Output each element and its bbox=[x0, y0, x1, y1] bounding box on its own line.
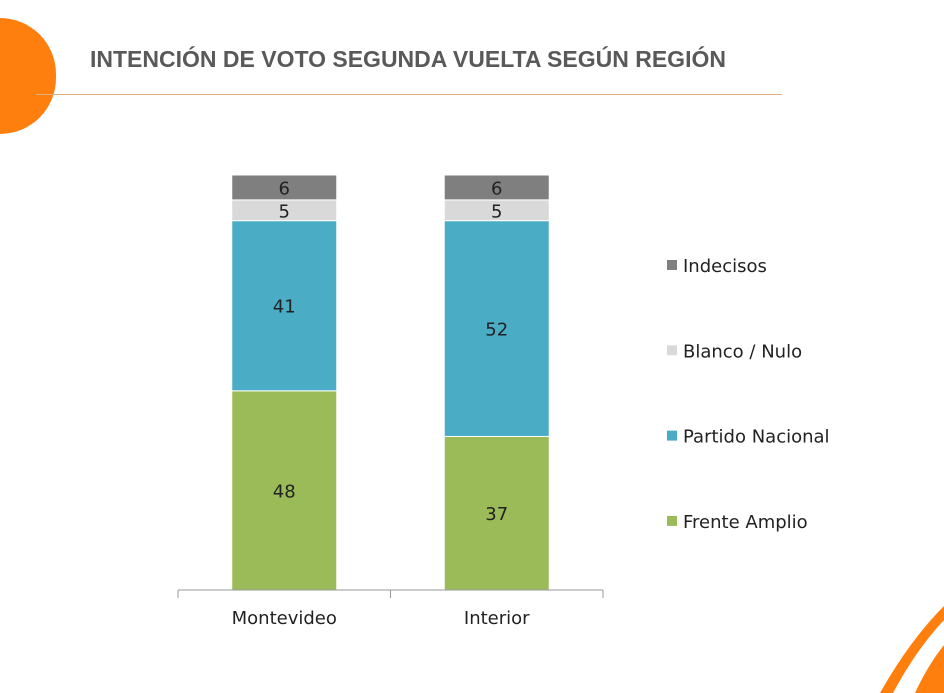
data-label: 37 bbox=[485, 504, 508, 525]
data-label: 5 bbox=[491, 201, 502, 222]
data-label: 41 bbox=[273, 297, 296, 318]
title-divider bbox=[36, 94, 782, 95]
bar-segment-indecisos bbox=[443, 174, 550, 201]
category-label: Interior bbox=[464, 608, 530, 629]
legend-swatch bbox=[667, 345, 677, 356]
bar-segment-partido-nacional bbox=[443, 220, 550, 437]
legend-label: Indecisos bbox=[683, 256, 767, 277]
legend-swatch bbox=[667, 515, 677, 526]
page-title: INTENCIÓN DE VOTO SEGUNDA VUELTA SEGÚN R… bbox=[90, 46, 726, 72]
data-label: 6 bbox=[491, 178, 502, 199]
legend-label: Partido Nacional bbox=[683, 427, 830, 448]
decorative-orange-swoosh-2 bbox=[915, 645, 944, 693]
legend-label: Blanco / Nulo bbox=[683, 341, 802, 362]
legend-label: Frente Amplio bbox=[683, 512, 808, 533]
category-label: Montevideo bbox=[232, 608, 337, 629]
legend-swatch bbox=[667, 430, 677, 441]
data-label: 52 bbox=[485, 320, 508, 341]
bar-segment-partido-nacional bbox=[231, 220, 338, 392]
data-label: 6 bbox=[279, 178, 290, 199]
bar-segment-frente-amplio bbox=[443, 435, 550, 591]
bar-segment-indecisos bbox=[231, 174, 338, 201]
data-label: 48 bbox=[273, 481, 296, 502]
legend-swatch bbox=[667, 260, 677, 270]
decorative-orange-swoosh bbox=[880, 606, 944, 693]
data-label: 5 bbox=[279, 201, 290, 222]
